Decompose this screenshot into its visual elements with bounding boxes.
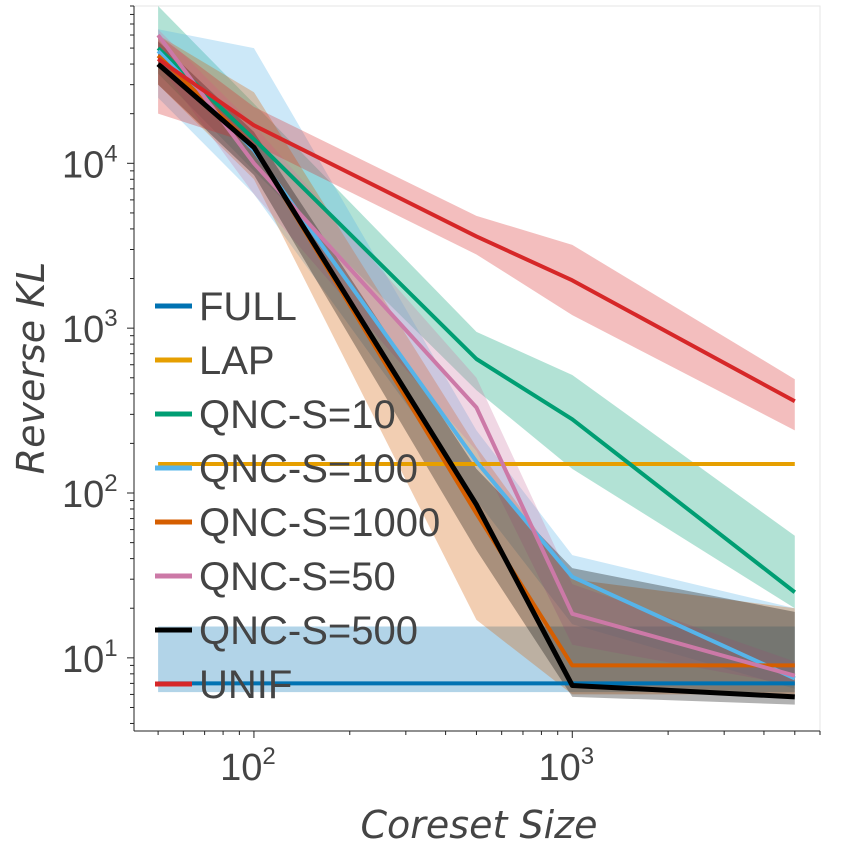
y-tick-label: 104 xyxy=(62,140,118,186)
legend-label: FULL xyxy=(199,285,297,329)
legend-label: QNC-S=100 xyxy=(199,447,418,491)
x-tick-base: 10 xyxy=(220,747,262,789)
y-axis-label: Reverse KL xyxy=(9,262,53,475)
x-tick-base: 10 xyxy=(538,747,580,789)
legend-label: UNIF xyxy=(199,663,292,707)
legend: FULL LAP QNC-S=10 QNC-S=100 QNC-S=1000 QNC-S=… xyxy=(155,285,440,707)
band-qnc-s-50 xyxy=(158,29,795,686)
band-unif xyxy=(158,35,795,431)
x-tick-label: 103 xyxy=(538,743,594,789)
legend-item-qnc-s-50: QNC-S=50 xyxy=(155,555,396,599)
x-tick-label: 102 xyxy=(220,743,276,789)
legend-label: QNC-S=50 xyxy=(199,555,396,599)
band-full xyxy=(158,626,795,693)
y-tick-exponent: 4 xyxy=(104,140,117,167)
legend-item-qnc-s-10: QNC-S=10 xyxy=(155,393,396,437)
line-qnc-s-10 xyxy=(156,46,797,594)
y-tick-base: 10 xyxy=(62,144,104,186)
legend-item-unif: UNIF xyxy=(155,663,292,707)
legend-item-full: FULL xyxy=(155,285,297,329)
y-tick-label: 101 xyxy=(62,635,118,681)
x-tick-exponent: 3 xyxy=(581,743,594,770)
y-tick-label: 102 xyxy=(62,470,118,516)
legend-label: QNC-S=1000 xyxy=(199,501,440,545)
band-qnc-s-100 xyxy=(158,29,795,689)
legend-label: LAP xyxy=(199,339,275,383)
y-tick-base: 10 xyxy=(62,474,104,516)
y-tick-exponent: 1 xyxy=(104,635,117,662)
band-qnc-s-10 xyxy=(158,6,795,609)
legend-item-qnc-s-500: QNC-S=500 xyxy=(155,609,418,653)
series-lines xyxy=(156,33,797,700)
legend-item-qnc-s-1000: QNC-S=1000 xyxy=(155,501,440,545)
legend-item-qnc-s-100: QNC-S=100 xyxy=(155,447,418,491)
y-tick-label: 103 xyxy=(62,305,118,351)
y-tick-exponent: 2 xyxy=(104,470,117,497)
y-tick-exponent: 3 xyxy=(104,305,117,332)
y-tick-base: 10 xyxy=(62,309,104,351)
line-unif xyxy=(156,57,796,404)
line-qnc-s-500 xyxy=(156,62,795,700)
legend-item-lap: LAP xyxy=(155,339,275,383)
legend-label: QNC-S=10 xyxy=(199,393,396,437)
x-axis-label: Coreset Size xyxy=(361,803,598,847)
x-tick-exponent: 2 xyxy=(262,743,275,770)
legend-label: QNC-S=500 xyxy=(199,609,418,653)
y-tick-base: 10 xyxy=(62,639,104,681)
